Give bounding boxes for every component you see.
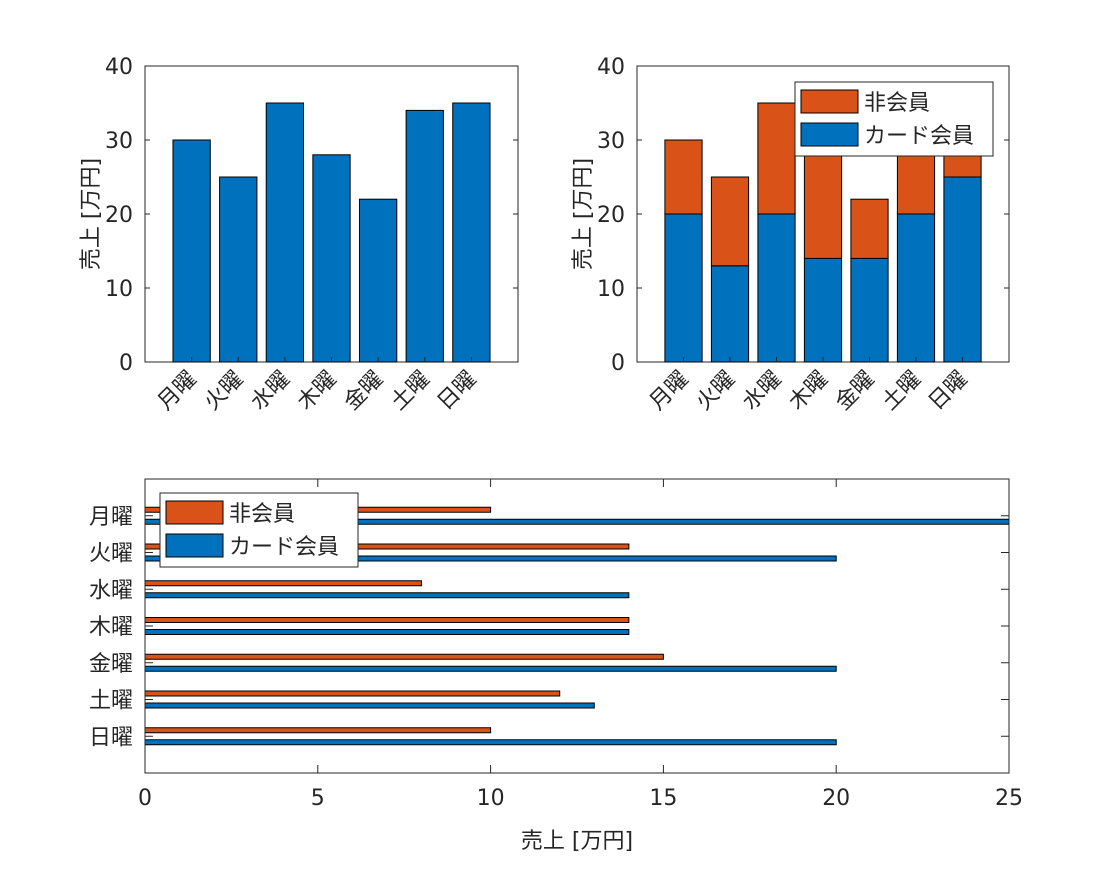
y-tick-label: 40 [597, 55, 625, 80]
x-axis-label: 売上 [万円] [521, 829, 633, 854]
bar [312, 154, 351, 363]
plot-area-frame [144, 478, 1010, 774]
bar [144, 665, 837, 672]
x-tick-label: 金曜 [831, 367, 880, 416]
bar [144, 629, 630, 635]
bar-segment [803, 257, 843, 363]
bar-segment [850, 257, 889, 363]
legend-label: 非会員 [229, 502, 295, 527]
bar [144, 690, 561, 697]
y-tick-label: 40 [105, 55, 133, 80]
y-tick-label: 0 [611, 351, 625, 376]
y-tick-label: 20 [597, 203, 625, 228]
x-tick-label: 10 [477, 786, 505, 811]
y-axis-label: 売上 [万円] [79, 158, 104, 270]
bar [172, 139, 211, 363]
x-tick-label: 土曜 [386, 367, 435, 416]
bar-segment [896, 213, 936, 363]
y-tick-label: 火曜 [89, 542, 133, 567]
bar [144, 617, 630, 623]
legend-swatch [800, 122, 859, 147]
bar [144, 653, 664, 660]
bar-segment [757, 102, 796, 215]
bar-segment [664, 213, 703, 363]
x-tick-label: 日曜 [433, 367, 482, 416]
x-tick-label: 木曜 [784, 367, 833, 416]
bar [219, 176, 258, 363]
bar [144, 702, 595, 709]
legend-label: 非会員 [864, 91, 930, 116]
x-tick-label: 土曜 [877, 367, 926, 416]
bar-segment [803, 154, 843, 259]
x-tick-label: 火曜 [200, 367, 249, 416]
y-tick-label: 月曜 [89, 505, 133, 530]
bar [144, 592, 630, 599]
x-tick-label: 25 [995, 786, 1023, 811]
bar [265, 102, 305, 363]
y-tick-label: 10 [105, 277, 133, 302]
y-tick-label: 木曜 [89, 615, 133, 640]
x-tick-label: 20 [822, 786, 850, 811]
x-tick-label: 木曜 [293, 367, 342, 416]
y-tick-label: 0 [119, 351, 133, 376]
y-tick-label: 金曜 [89, 652, 133, 677]
bar [144, 727, 492, 734]
x-tick-label: 火曜 [691, 367, 740, 416]
x-tick-label: 月曜 [645, 367, 694, 416]
bar [358, 198, 398, 363]
y-tick-label: 水曜 [89, 578, 133, 603]
bar-segment [710, 176, 750, 267]
bar-segment [664, 139, 703, 215]
x-tick-label: 水曜 [738, 367, 787, 416]
bar [452, 102, 491, 363]
legend-swatch [165, 533, 224, 558]
bar [144, 580, 422, 587]
y-tick-label: 20 [105, 203, 133, 228]
bar-segment [943, 176, 982, 363]
bar-segment [710, 265, 750, 363]
x-tick-label: 0 [138, 786, 152, 811]
y-tick-label: 10 [597, 277, 625, 302]
bar-segment [850, 198, 889, 259]
x-tick-label: 月曜 [153, 367, 202, 416]
legend-label: カード会員 [229, 535, 339, 560]
x-tick-label: 15 [649, 786, 677, 811]
x-tick-label: 金曜 [340, 367, 389, 416]
legend-swatch [800, 89, 859, 114]
y-tick-label: 30 [105, 129, 133, 154]
legend-label: カード会員 [864, 124, 974, 149]
x-tick-label: 5 [311, 786, 325, 811]
y-axis-label: 売上 [万円] [571, 158, 596, 270]
y-tick-label: 30 [597, 129, 625, 154]
bar [144, 739, 837, 746]
y-tick-label: 土曜 [89, 689, 133, 714]
bar [405, 109, 444, 363]
bar-segment [757, 213, 796, 363]
y-tick-label: 日曜 [89, 725, 133, 750]
legend-swatch [165, 500, 224, 525]
x-tick-label: 日曜 [924, 367, 973, 416]
x-tick-label: 水曜 [246, 367, 295, 416]
